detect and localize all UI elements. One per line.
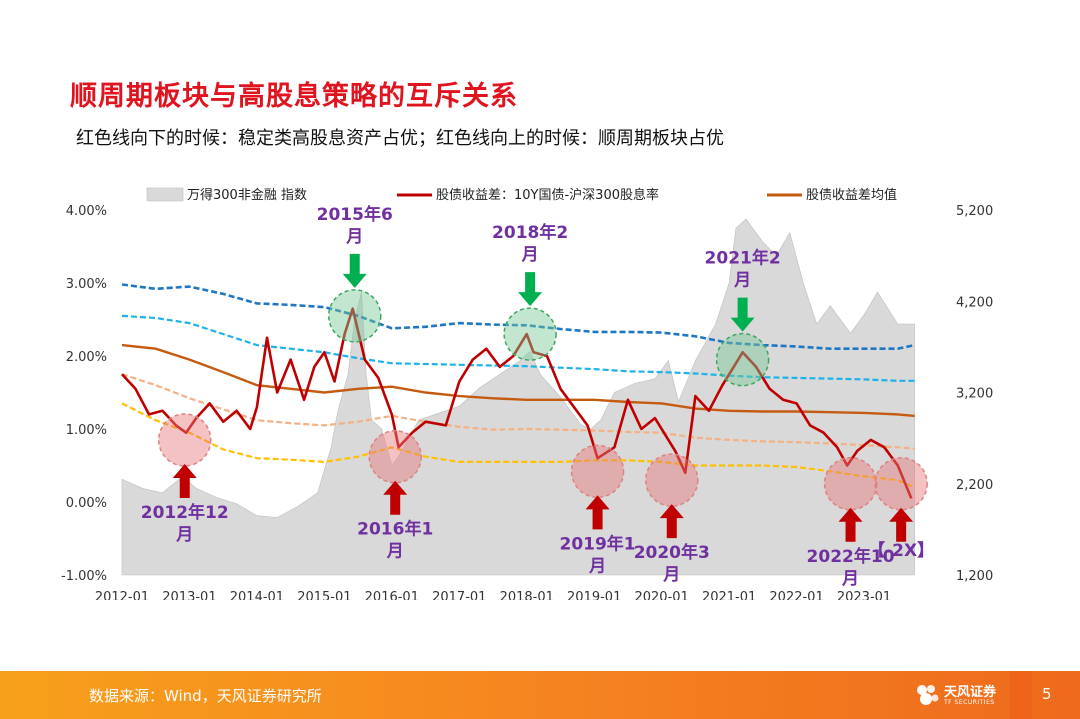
arrow-up-icon <box>585 495 610 530</box>
annotation-label: 2021年2 <box>705 248 781 269</box>
x-tick-label: 2017-01 <box>432 590 486 600</box>
series-index-area <box>121 218 915 576</box>
highlight-circle <box>368 429 422 484</box>
legend-label: 股债收益差：10Y国债-沪深300股息率 <box>436 187 659 203</box>
annotation-label: 月 <box>521 245 539 265</box>
x-tick-label: 2012-01 <box>95 590 149 600</box>
y-left-tick-label: 4.00% <box>66 204 107 219</box>
highlight-circle <box>570 444 625 499</box>
page-subtitle: 红色线向下的时候：稳定类高股息资产占优；红色线向上的时候：顺周期板块占优 <box>76 128 724 149</box>
x-tick-label: 2023-01 <box>837 590 891 600</box>
chart: 4.00% 3.00% 2.00% 1.00% 0.00% -1.00% 5,200 4,20… <box>61 187 993 600</box>
band-line-dashed-outer-lower <box>121 402 916 489</box>
annotation-label: 月 <box>175 525 193 545</box>
annotation-label: 月 <box>386 542 404 562</box>
band-line-dashed-inner-upper <box>121 314 915 382</box>
highlight-circle <box>503 307 557 361</box>
y-right-tick-label: 5,200 <box>956 204 993 219</box>
arrow-down-icon <box>730 297 755 332</box>
highlight-circle <box>823 457 878 511</box>
highlight-circle <box>645 453 699 507</box>
y-left-tick-label: -1.00% <box>61 569 107 584</box>
annotation-label: 月 <box>841 569 859 589</box>
brand-name: 天风证券 <box>944 685 997 700</box>
y-left-tick-label: 3.00% <box>66 277 107 292</box>
highlight-circle <box>715 332 770 387</box>
x-tick-label: 2021-01 <box>702 590 756 600</box>
legend-label: 股债收益差均值 <box>806 187 897 203</box>
annotation-label: 2015年6 <box>317 204 393 225</box>
annotation-label: 月 <box>588 556 606 576</box>
annotation-label: 2019年1 <box>559 533 635 554</box>
brand-logo-icon <box>917 685 939 705</box>
y-left-tick-label: 2.00% <box>66 350 107 365</box>
annotation-label: 2020年3 <box>634 542 710 563</box>
arrow-up-icon <box>659 504 684 539</box>
arrow-down-icon <box>518 272 543 307</box>
annotation-label: 月 <box>345 227 363 247</box>
annotation-label: 月 <box>733 271 751 291</box>
highlight-circle <box>327 289 382 343</box>
highlight-circle <box>157 413 212 467</box>
x-tick-label: 2013-01 <box>162 590 216 600</box>
arrow-up-icon <box>172 463 197 498</box>
y-right-tick-label: 3,200 <box>956 387 993 402</box>
page-title: 顺周期板块与高股息策略的互斥关系 <box>70 81 518 112</box>
annotation-label: 2016年1 <box>357 519 433 540</box>
legend-label: 万得300非金融 指数 <box>187 187 307 203</box>
x-tick-label: 2015-01 <box>297 590 351 600</box>
arrow-up-icon <box>889 507 914 542</box>
y-left-tick-label: 0.00% <box>66 496 107 511</box>
x-tick-label: 2020-01 <box>634 590 688 600</box>
x-tick-label: 2014-01 <box>230 590 284 600</box>
band-line-dashed-outer-upper <box>121 283 915 350</box>
annotation-label: 【-2X】 <box>868 540 934 561</box>
highlight-circle <box>874 457 928 511</box>
arrow-up-icon <box>383 480 408 515</box>
x-tick-label: 2019-01 <box>567 590 621 600</box>
y-left-tick-label: 1.00% <box>66 423 107 438</box>
data-source: 数据来源：Wind，天风证券研究所 <box>89 687 322 705</box>
series-spread-line <box>121 307 913 499</box>
y-right-tick-label: 1,200 <box>956 569 993 584</box>
annotation-label: 2012年12 <box>141 502 229 523</box>
brand-name-en: TF SECURITIES <box>944 699 995 706</box>
arrow-up-icon <box>838 507 863 542</box>
legend-swatch-area <box>146 187 184 202</box>
x-tick-label: 2018-01 <box>500 590 554 600</box>
y-right-tick-label: 4,200 <box>956 295 993 310</box>
page-number: 5 <box>1042 685 1052 703</box>
annotation-label: 2018年2 <box>492 222 568 243</box>
annotation-label: 2022年10 <box>807 546 895 567</box>
series-mean-line <box>121 343 915 418</box>
x-tick-label: 2022-01 <box>769 590 823 600</box>
arrow-down-icon <box>342 253 367 288</box>
band-line-dashed-inner-lower <box>121 373 915 450</box>
x-tick-label: 2016-01 <box>365 590 419 600</box>
y-right-tick-label: 2,200 <box>956 478 993 493</box>
footer: 数据来源：Wind，天风证券研究所 天风证券 TF SECURITIES 5 <box>0 671 1080 719</box>
footer-accent-band <box>1010 671 1032 719</box>
annotation-label: 月 <box>662 565 680 585</box>
